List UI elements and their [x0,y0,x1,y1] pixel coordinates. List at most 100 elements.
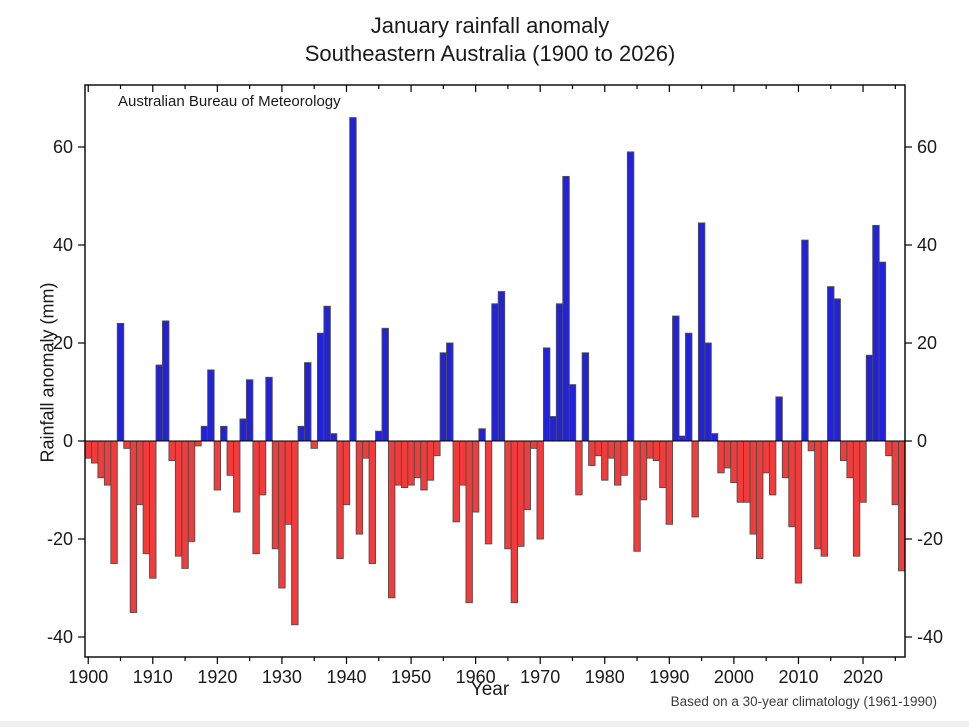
bar-1993 [685,332,693,442]
bar-1911 [155,364,163,442]
bar-2004 [756,440,764,560]
bar-1989 [659,440,667,488]
x-tick-label-1990: 1990 [649,667,689,687]
chart-title: January rainfall anomaly Southeastern Au… [0,12,969,67]
x-tick-label-2010: 2010 [778,667,818,687]
bar-1981 [607,440,615,459]
x-tick-label-1960: 1960 [456,667,496,687]
bar-1992 [678,435,686,442]
bar-1930 [278,440,286,589]
bar-1907 [129,440,138,613]
bar-1926 [252,440,260,555]
bar-1990 [665,440,674,525]
bar-1999 [723,440,732,469]
x-tick-label-1910: 1910 [133,667,173,687]
bar-1937 [323,305,331,442]
y-tick-label-left-60: 60 [53,137,73,157]
climatology-footnote: Based on a 30-year climatology (1961-199… [670,694,937,709]
bar-1927 [258,440,267,496]
y-tick-label-right-20: 20 [917,333,937,353]
bar-1938 [329,433,338,442]
bar-1935 [310,440,318,449]
chart-title-line2: Southeastern Australia (1900 to 2026) [304,40,676,66]
bar-2003 [749,440,757,535]
bar-2023 [878,261,887,442]
bar-1958 [459,440,467,486]
x-tick-label-1950: 1950 [391,667,431,687]
bar-1964 [497,291,506,442]
y-tick-label-right--20: -20 [917,529,943,549]
bar-1954 [433,440,441,457]
bar-1915 [181,440,189,569]
bar-2014 [820,440,828,557]
bar-1934 [304,362,312,442]
x-tick-label-1980: 1980 [585,667,625,687]
bar-1975 [568,384,577,442]
bar-2013 [814,440,822,550]
bar-1917 [194,440,202,447]
bar-1967 [517,440,525,547]
bar-1936 [316,332,325,442]
bar-2002 [743,440,751,503]
bar-1998 [717,440,725,474]
bar-1952 [420,440,428,491]
bar-1978 [588,440,596,466]
bar-1951 [413,440,422,479]
bar-1903 [103,440,112,486]
bar-1909 [142,440,151,555]
x-tick-label-1940: 1940 [326,667,366,687]
chart-title-line1: January rainfall anomaly [370,13,610,38]
bar-1957 [452,440,460,523]
bar-1963 [491,303,499,442]
bar-1932 [291,440,299,626]
y-tick-label-right--40: -40 [917,627,943,647]
bar-1984 [626,151,635,442]
y-tick-label-right-40: 40 [917,235,937,255]
bar-1949 [400,440,409,488]
y-tick-label-left-0: 0 [63,431,73,451]
bar-2020 [859,440,867,503]
bar-2005 [762,440,770,474]
bar-1959 [465,440,473,604]
bar-1965 [504,440,512,550]
window-edge-strip [0,721,969,727]
bar-2007 [775,396,783,442]
bar-1991 [672,315,680,442]
y-tick-label-left--40: -40 [47,627,73,647]
bar-2008 [781,440,790,479]
x-tick-label-1970: 1970 [520,667,560,687]
bar-2021 [865,354,874,442]
bar-2010 [794,440,803,584]
bar-1948 [394,440,402,486]
bar-1929 [271,440,280,550]
bar-1996 [704,342,712,442]
bar-1956 [446,342,454,442]
bar-1944 [368,440,376,564]
bar-1925 [245,379,254,442]
bar-1950 [407,440,415,486]
bar-1924 [239,418,247,442]
bar-1962 [484,440,493,545]
source-label: Australian Bureau of Meteorology [118,93,341,110]
bar-2011 [801,239,809,442]
bar-2012 [807,440,816,452]
bar-1977 [581,352,590,442]
bar-1966 [510,440,519,604]
bar-1960 [471,440,480,513]
bar-1921 [220,425,228,442]
x-tick-label-1900: 1900 [68,667,108,687]
bar-1945 [375,430,383,442]
bar-1947 [388,440,396,599]
bar-1997 [710,433,719,442]
bar-1928 [265,376,273,442]
bar-1943 [362,440,370,459]
bar-1919 [207,369,215,442]
bar-1985 [633,440,641,552]
bar-1905 [116,322,125,442]
bar-1922 [226,440,234,476]
bar-1906 [123,440,131,449]
bar-1901 [91,440,99,464]
x-axis-label: Year [470,679,510,700]
